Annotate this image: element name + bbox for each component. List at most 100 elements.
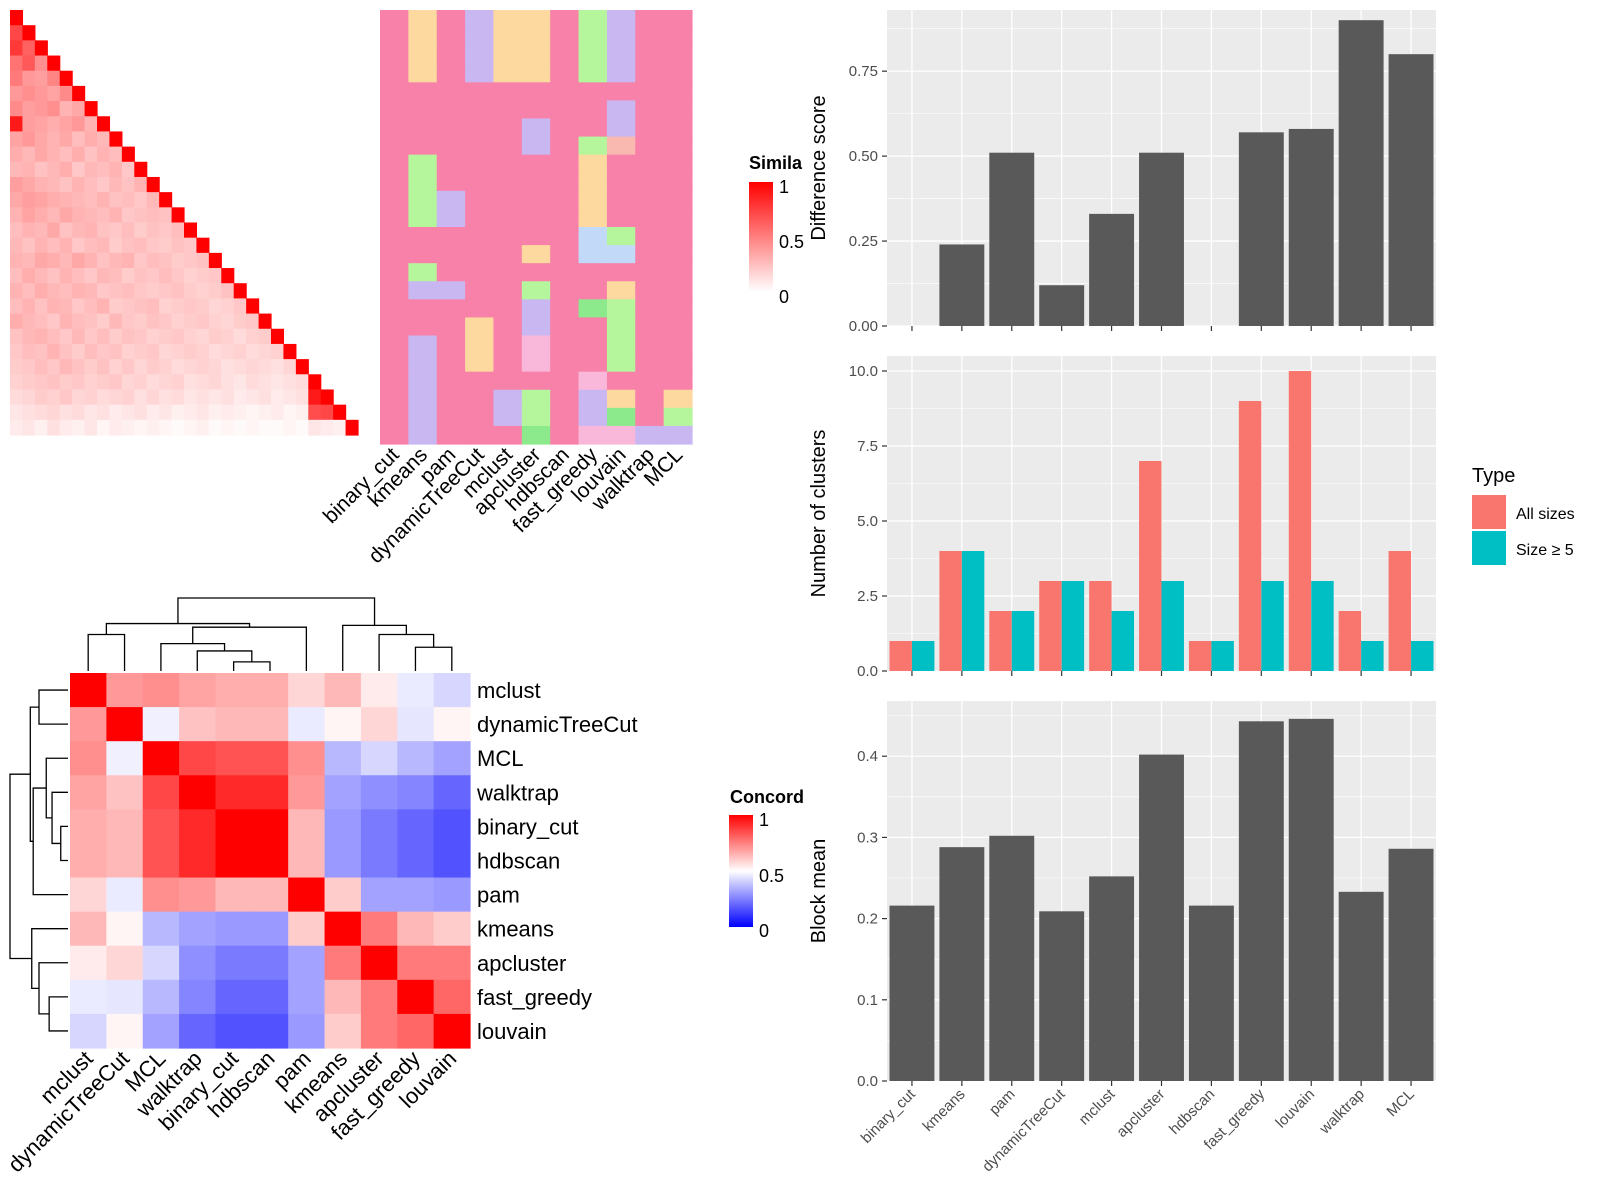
concordance-cell: [360, 843, 398, 879]
assignment-cell: [550, 118, 580, 138]
concordance-cell: [179, 809, 217, 845]
assignment-cell: [606, 245, 636, 264]
concordance-row-label: hdbscan: [477, 849, 560, 874]
similarity-cell: [271, 343, 285, 360]
concordance-cell: [397, 843, 435, 879]
similarity-cell: [246, 328, 260, 345]
column-dendrogram-branch: [414, 646, 453, 671]
assignment-cell: [635, 64, 665, 83]
assignment-cell: [408, 154, 438, 174]
assignment-cell: [606, 208, 636, 228]
assignment-cell: [635, 263, 665, 282]
assignment-cell: [521, 281, 551, 300]
assignment-cell: [663, 28, 693, 47]
similarity-cell: [59, 268, 73, 284]
row-dendrogram-branch: [32, 787, 68, 896]
similarity-cell: [134, 192, 148, 208]
concordance-cell: [70, 775, 107, 810]
similarity-cell: [22, 313, 36, 330]
assignment-cell: [436, 136, 466, 156]
similarity-cell: [221, 283, 235, 299]
similarity-cell: [333, 419, 347, 436]
assignment-cell: [578, 389, 608, 409]
similarity-cell: [146, 252, 160, 269]
assignment-cell: [550, 317, 580, 337]
x-tick-label: kmeans: [920, 1086, 969, 1135]
concordance-cell: [215, 843, 253, 879]
similarity-cell: [159, 252, 173, 269]
difference-score-chart: 0.00 0.25 0.50 0.75 Difference score: [808, 10, 1436, 335]
similarity-cell: [208, 328, 222, 345]
concordance-row-label: dynamicTreeCut: [477, 712, 638, 737]
concordance-dendrograms: [9, 597, 453, 1032]
concordance-cell: [142, 809, 180, 845]
concordance-cell: [288, 945, 326, 981]
concordance-cell: [215, 809, 253, 845]
similarity-cell: [59, 283, 73, 299]
concordance-cell: [142, 707, 180, 742]
similarity-cell: [59, 116, 73, 133]
similarity-cell: [84, 313, 98, 330]
similarity-cell: [196, 419, 210, 436]
assignment-cell: [606, 335, 636, 355]
assignment-cell: [521, 389, 551, 409]
assignment-cell: [380, 425, 409, 445]
bar: [1288, 128, 1334, 326]
assignment-cell: [635, 46, 665, 65]
concordance-cell: [397, 979, 435, 1015]
assignment-cell: [578, 28, 608, 47]
similarity-cell: [10, 237, 24, 254]
similarity-cell: [10, 283, 24, 299]
y-tick-label: 0.4: [857, 748, 878, 765]
bar: [939, 847, 985, 1081]
assignment-cell: [606, 299, 636, 319]
bar: [1311, 581, 1334, 671]
assignment-cell: [606, 46, 636, 65]
similarity-cell: [159, 237, 173, 254]
similarity-cell: [283, 419, 297, 436]
concordance-cell: [251, 843, 289, 879]
concordance-cell: [433, 979, 471, 1015]
concordance-row-label: mclust: [477, 678, 541, 703]
similarity-cell: [271, 389, 285, 406]
similarity-cell: [208, 252, 222, 269]
concordance-cell: [433, 877, 471, 913]
assignment-cell: [606, 100, 636, 120]
concordance-cell: [360, 979, 398, 1015]
similarity-legend: Simila 1 0.5 0: [749, 153, 804, 307]
assignment-cell: [380, 353, 409, 373]
assignment-cell: [465, 317, 495, 337]
similarity-cell: [72, 359, 86, 375]
similarity-cell: [10, 404, 24, 421]
similarity-cell: [47, 161, 61, 178]
assignment-cell: [408, 407, 438, 427]
assignment-cell: [606, 28, 636, 47]
similarity-cell: [283, 343, 297, 360]
concordance-heatmap: [70, 673, 471, 1049]
similarity-cell: [159, 343, 173, 360]
concordance-cell: [215, 673, 253, 708]
assignment-cell: [663, 208, 693, 228]
assignment-cell: [550, 208, 580, 228]
row-dendrogram-branch: [9, 773, 32, 960]
similarity-cell: [84, 192, 98, 208]
similarity-cell: [283, 359, 297, 375]
concordance-cell: [251, 741, 289, 776]
similarity-cell: [72, 131, 86, 148]
concordance-cell: [324, 979, 362, 1015]
similarity-cell: [34, 40, 48, 57]
concordance-cell: [360, 945, 398, 981]
assignment-cell: [380, 263, 409, 282]
similarity-cell: [84, 283, 98, 299]
assignment-cell: [380, 190, 409, 210]
similarity-cell: [171, 343, 185, 360]
concordance-cell: [288, 707, 326, 742]
similarity-cell: [146, 389, 160, 406]
similarity-cell: [97, 389, 111, 406]
similarity-cell: [146, 313, 160, 330]
assignment-cell: [380, 154, 409, 174]
type-legend-label-size5: Size ≥ 5: [1516, 542, 1574, 559]
similarity-cell: [283, 389, 297, 406]
similarity-cell: [22, 343, 36, 360]
assignment-cell: [380, 208, 409, 228]
